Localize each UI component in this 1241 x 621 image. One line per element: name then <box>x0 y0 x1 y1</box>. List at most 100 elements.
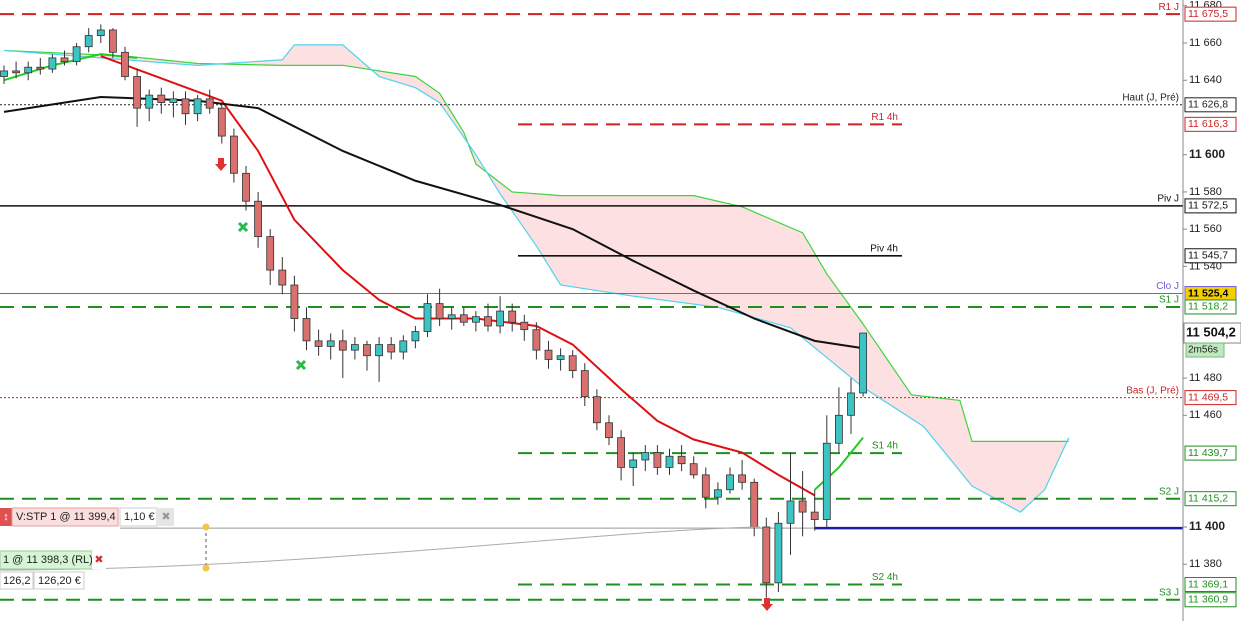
sell-signal <box>215 158 227 171</box>
timer: 2m56s <box>1188 345 1218 356</box>
candle-body <box>254 200 263 237</box>
candle-body <box>798 500 807 513</box>
cancel-button[interactable] <box>158 508 174 526</box>
y-tick-label: 11 680 <box>1189 0 1222 12</box>
candle-body <box>326 340 335 347</box>
candle-body <box>36 66 45 70</box>
candle-body <box>810 511 819 520</box>
candle-body <box>205 98 214 109</box>
candle-body <box>520 321 529 331</box>
candle-body <box>435 303 444 319</box>
position-qty: 126,2 <box>3 575 31 587</box>
candle-body <box>96 29 105 36</box>
level-label: S2 J <box>1159 486 1179 497</box>
level-value-box <box>1184 445 1237 461</box>
candle-body <box>217 107 226 137</box>
level-value-box <box>1184 390 1237 406</box>
candle-body <box>181 98 190 115</box>
moving-average <box>100 55 816 497</box>
candle-body <box>266 236 275 271</box>
candle-body <box>714 489 722 498</box>
candle-body <box>133 76 142 109</box>
candle-body <box>556 355 565 360</box>
candle-body <box>302 318 311 342</box>
level-value: 11 360,9 <box>1188 594 1228 606</box>
candle-body <box>532 329 541 351</box>
level-value: 11 616,3 <box>1188 118 1228 130</box>
candle-body <box>653 452 662 468</box>
cancel-glyph: ✖ <box>94 554 103 566</box>
candle-body <box>750 481 759 528</box>
candle-body <box>375 344 384 357</box>
cloud-span <box>3 49 1069 442</box>
level-label: S3 J <box>1159 587 1179 598</box>
level-value-box <box>1184 577 1237 593</box>
candle-body <box>459 314 468 323</box>
candle-body <box>387 344 396 353</box>
candle-body <box>580 370 589 398</box>
candle-body <box>629 459 638 468</box>
y-tick-label: 11 660 <box>1189 37 1222 49</box>
drag-icon[interactable] <box>0 508 12 526</box>
candle-body <box>738 474 746 483</box>
candle-body <box>496 310 505 327</box>
candle-body <box>157 94 166 103</box>
signals <box>215 158 773 611</box>
handle[interactable] <box>202 523 210 531</box>
cancel-glyph: ✖ <box>161 511 170 523</box>
y-tick-label: 11 400 <box>1189 519 1225 533</box>
candle-body <box>24 66 33 74</box>
level-value: 11 469,5 <box>1188 391 1228 403</box>
y-tick-label: 11 460 <box>1189 409 1222 421</box>
level-value-box <box>1184 6 1237 22</box>
drag-icon-glyph: ↕ <box>3 511 9 523</box>
cancel-button[interactable] <box>92 551 106 569</box>
candle-body <box>145 94 154 109</box>
candle-body <box>774 522 783 584</box>
level-label: R1 4h <box>871 112 898 123</box>
cloud-span <box>3 44 1070 513</box>
y-tick-label: 11 480 <box>1189 372 1222 384</box>
level-label: Piv 4h <box>870 243 898 254</box>
candle-body <box>193 98 202 115</box>
buy-signal <box>295 359 307 371</box>
candle-body <box>60 57 69 63</box>
level-label: R1 J <box>1158 2 1179 13</box>
handle[interactable] <box>202 564 210 572</box>
position-box <box>0 571 34 590</box>
level-value: 11 369,1 <box>1188 578 1228 590</box>
order-box[interactable] <box>11 507 119 527</box>
level-value-box <box>1184 248 1237 264</box>
level-value: 11 675,5 <box>1188 8 1228 20</box>
candle-body <box>242 172 250 202</box>
level-value: 11 626,8 <box>1188 99 1228 111</box>
candle-body <box>641 452 650 461</box>
candle-body <box>338 340 347 351</box>
candle-body <box>12 70 21 74</box>
sell-signal <box>761 598 773 611</box>
candle-body <box>617 437 625 468</box>
y-tick-label: 11 640 <box>1189 74 1222 86</box>
level-value: 11 545,7 <box>1188 250 1228 262</box>
order-label: 1 @ 11 398,3 (RL) <box>3 554 93 566</box>
candle-body <box>568 355 577 372</box>
y-tick-label: 11 540 <box>1189 260 1222 272</box>
level-label: S1 J <box>1159 295 1179 306</box>
candle-body <box>726 474 734 491</box>
level-value-box <box>1184 97 1237 113</box>
candle-body <box>48 57 57 70</box>
cloud-layer <box>3 44 1070 513</box>
candle-body <box>484 316 492 327</box>
candle-body <box>665 455 674 468</box>
candle-body <box>0 70 8 77</box>
position-box <box>33 571 85 590</box>
order-label: V:STP 1 @ 11 399,4 <box>16 511 116 523</box>
level-value: 11 518,2 <box>1188 301 1228 313</box>
candle-body <box>593 396 601 424</box>
connector <box>0 526 761 571</box>
candle-body <box>835 414 843 444</box>
buy-signal <box>237 221 249 233</box>
level-label: Bas (J, Pré) <box>1126 385 1179 396</box>
y-tick-label: 11 580 <box>1189 186 1222 198</box>
